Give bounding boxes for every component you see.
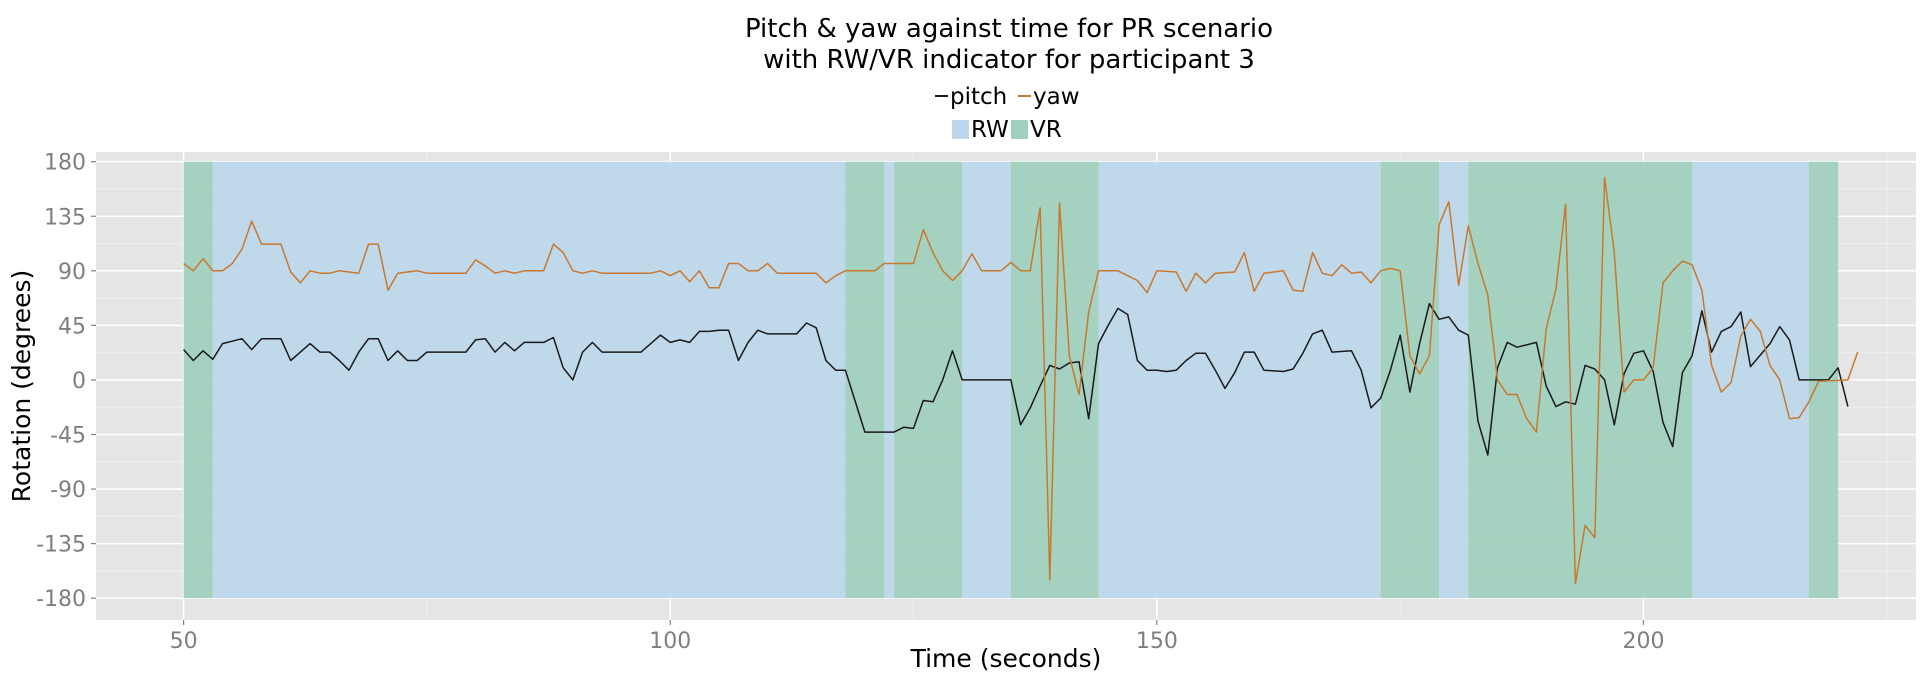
y-tick-label: -45 [50,423,86,448]
y-axis: -180 -135 -90 -45 0 45 90 135 180 [36,151,96,612]
x-axis-title: Time (seconds) [910,644,1102,673]
x-tick-label: 150 [1136,629,1178,654]
y-tick-label: 135 [44,205,86,230]
y-tick-label: 180 [44,151,86,176]
y-axis-title: Rotation (degrees) [7,270,36,503]
chart-title-line-2: with RW/VR indicator for participant 3 [763,45,1255,75]
indicator-band-rw [1692,161,1809,599]
y-tick-label: 90 [58,260,86,285]
x-tick-label: 200 [1622,629,1664,654]
series-line-pitch [183,302,1849,456]
x-tick-label: 100 [649,629,691,654]
indicator-band-rw [884,161,895,599]
legend-yaw-label: yaw [1033,84,1080,110]
legend-rw-label: RW [971,117,1009,143]
y-tick-label: -90 [50,478,86,503]
x-tick-label: 50 [170,629,198,654]
series-lines [183,176,1859,585]
legend-pitch-label: pitch [950,84,1007,110]
legend-vr-key [1011,120,1028,139]
indicator-band-rw [1439,161,1469,599]
chart-title-line-1: Pitch & yaw against time for PR scenario [745,14,1273,44]
y-tick-label: -180 [36,587,86,612]
y-tick-label: -135 [36,533,86,558]
indicator-band-rw [212,161,846,599]
indicator-band-vr [894,161,963,599]
y-tick-label: 0 [72,369,86,394]
indicator-band-vr [1380,161,1440,599]
x-axis: 50 100 150 200 [170,620,1664,654]
indicator-band-rw [1098,161,1381,599]
y-tick-label: 45 [58,314,86,339]
series-line-yaw [183,176,1859,585]
legend-fills: RW VR [952,117,1062,143]
legend-rw-key [952,120,969,139]
indicator-band-vr [183,161,213,599]
indicator-band-vr [1468,161,1693,599]
legend-vr-label: VR [1030,117,1062,143]
indicator-band-vr [845,161,885,599]
legend-lines: pitch yaw [935,84,1080,110]
